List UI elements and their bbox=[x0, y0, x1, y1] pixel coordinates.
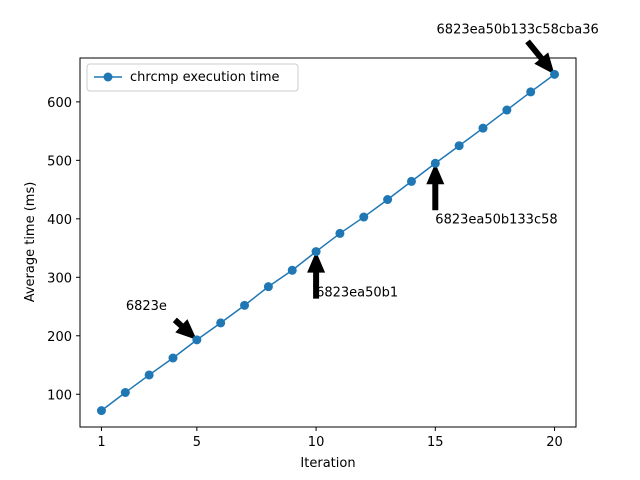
legend-label: chrcmp execution time bbox=[130, 70, 280, 85]
data-point bbox=[263, 282, 273, 292]
data-point bbox=[550, 69, 560, 79]
y-tick-label: 500 bbox=[47, 154, 72, 169]
x-tick-label: 15 bbox=[427, 435, 444, 450]
series-line bbox=[101, 73, 555, 412]
plot-frame bbox=[79, 57, 577, 428]
y-tick-label: 400 bbox=[47, 213, 72, 228]
y-axis: 100 200 300 400 500 600 bbox=[47, 96, 80, 403]
y-tick-label: 100 bbox=[47, 388, 72, 403]
data-point bbox=[120, 387, 130, 397]
x-axis: 1 5 10 15 20 bbox=[97, 427, 563, 450]
data-point bbox=[406, 176, 416, 186]
x-axis-title: Iteration bbox=[300, 456, 355, 471]
data-point bbox=[96, 406, 106, 416]
series-group bbox=[96, 69, 560, 416]
legend-marker-icon bbox=[103, 72, 113, 82]
data-point bbox=[168, 353, 178, 363]
data-point bbox=[144, 370, 154, 380]
x-tick-label: 10 bbox=[308, 435, 325, 450]
data-point bbox=[216, 318, 226, 328]
legend-box bbox=[86, 63, 299, 92]
data-point bbox=[454, 141, 464, 151]
data-point bbox=[430, 158, 440, 168]
annotation-label: 6823ea50b133c58cba36 bbox=[437, 22, 599, 37]
annotations: 6823e 6823ea50b1 6823ea50b133c58 6823ea50b1… bbox=[126, 22, 599, 340]
data-point bbox=[311, 247, 321, 257]
annotation-label: 6823ea50b133c58 bbox=[435, 212, 557, 227]
data-point bbox=[287, 265, 297, 275]
data-point bbox=[240, 300, 250, 310]
y-axis-title: Average time (ms) bbox=[23, 182, 38, 303]
y-tick-label: 600 bbox=[47, 96, 72, 111]
data-point bbox=[335, 228, 345, 238]
annotation-arrow-icon bbox=[426, 163, 445, 211]
x-tick-label: 5 bbox=[193, 435, 201, 450]
y-tick-label: 300 bbox=[47, 271, 72, 286]
data-point bbox=[383, 195, 393, 205]
x-tick-label: 1 bbox=[97, 435, 105, 450]
annotation-arrow-icon bbox=[172, 317, 197, 340]
legend: chrcmp execution time bbox=[86, 63, 299, 92]
annotation-arrow-icon bbox=[525, 39, 555, 75]
annotation-label: 6823e bbox=[126, 299, 167, 314]
data-point bbox=[192, 335, 202, 345]
data-point bbox=[359, 212, 369, 222]
y-tick-label: 200 bbox=[47, 330, 72, 345]
annotation-arrow-icon bbox=[307, 251, 326, 299]
data-point bbox=[478, 123, 488, 133]
data-point bbox=[502, 105, 512, 115]
data-point bbox=[526, 87, 536, 97]
x-tick-label: 20 bbox=[546, 435, 563, 450]
annotation-label: 6823ea50b1 bbox=[316, 286, 398, 301]
